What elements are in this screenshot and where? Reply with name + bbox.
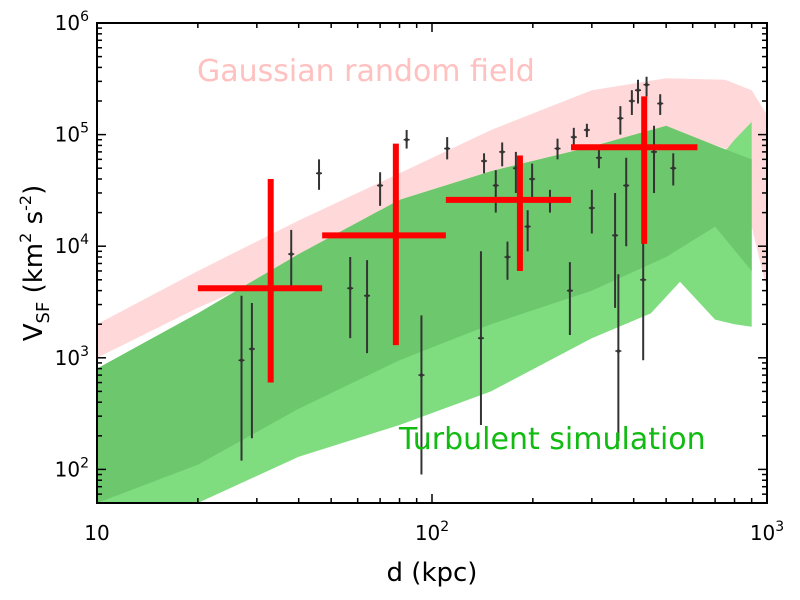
data-point [364,260,371,354]
data-point [238,295,245,461]
data-point [481,153,488,174]
annotation-turbulent-simulation: Turbulent simulation [398,422,706,457]
data-point [492,170,499,213]
data-point-marker [525,224,530,229]
x-tick-label: 10 [84,521,109,545]
data-point-marker [500,150,504,154]
data-point [288,229,295,291]
data-point-marker [568,288,572,293]
y-axis-title-main: V [19,323,49,341]
data-point [643,76,650,97]
band-gaussian-random-field [97,78,767,358]
binned-point [571,96,698,244]
x-tick-label: 103 [750,519,784,545]
data-point-marker [644,82,649,87]
x-tick-label: 102 [415,519,449,545]
data-point [248,302,255,439]
y-axis-title-unit-s: s [19,211,49,233]
data-point [377,172,384,206]
data-point-marker [597,155,601,160]
binned-point [445,155,572,271]
data-point [628,90,635,115]
x-axis-title: d (kpc) [387,558,478,588]
data-point-marker [365,293,369,298]
data-point-marker [250,347,254,351]
data-point [418,315,425,475]
y-axis-title-close: ) [19,185,49,195]
data-point-marker [378,183,382,188]
data-point [524,210,531,252]
data-point-marker [671,166,676,170]
data-point-marker [613,233,617,238]
data-point-marker [289,252,294,256]
data-point-marker [530,177,534,181]
data-point-marker [624,183,629,188]
y-tick-label: 105 [55,121,89,147]
data-point-marker [317,171,321,176]
data-point [623,157,630,247]
data-point [444,137,451,160]
data-point-marker [479,336,483,340]
y-axis-title-unit: (km [19,243,49,302]
data-point [512,151,519,193]
data-point-marker [630,99,634,103]
y-tick-label: 103 [55,344,89,370]
data-point [403,129,410,149]
data-point-marker [658,101,663,106]
data-point-marker [590,206,594,210]
y-axis-title-subscript: SF [33,302,54,324]
data-point-marker [555,146,560,151]
data-point-marker [239,358,244,363]
data-point-marker [348,286,353,291]
data-point-marker [404,137,409,142]
data-point [617,106,624,135]
data-point [566,262,573,336]
data-point-marker [482,159,486,163]
data-point-marker [652,150,656,154]
svg-text:VSF (km2 s-2): VSF (km2 s-2) [16,185,54,341]
binned-point [322,143,446,346]
y-axis-title-exp2: -2 [16,195,35,211]
data-point-marker [618,116,623,121]
data-point [504,241,511,280]
data-point [477,251,484,425]
y-tick-label: 104 [55,232,89,258]
data-point [595,149,602,169]
annotation-gaussian-random-field: Gaussian random field [197,54,535,89]
data-point-marker [571,135,576,139]
data-point-marker [636,88,640,92]
data-point [651,125,658,193]
data-point [615,274,622,441]
data-point [583,123,590,138]
data-point-marker [505,255,510,259]
data-point-marker [445,146,449,151]
data-point [634,79,641,104]
data-point-marker [493,183,498,188]
y-tick-label: 102 [55,455,89,481]
data-point [612,192,619,308]
data-point-marker [514,166,518,170]
data-point-marker [585,128,589,132]
data-point [529,163,536,202]
data-point-marker [616,349,621,353]
data-point [499,142,506,167]
y-axis-title-exp1: 2 [16,233,35,243]
data-point [347,257,354,339]
data-point [657,94,664,115]
data-point [670,153,677,186]
data-point-marker [419,373,424,377]
data-point [316,159,323,190]
data-point-marker [641,277,645,282]
band-turbulent-inner [97,125,752,503]
binned-point [197,179,323,383]
data-point [588,189,595,234]
y-axis-title: VSF (km2 s-2) [16,185,54,341]
data-point [554,138,561,160]
y-tick-label: 106 [55,9,89,35]
data-point [570,127,577,146]
